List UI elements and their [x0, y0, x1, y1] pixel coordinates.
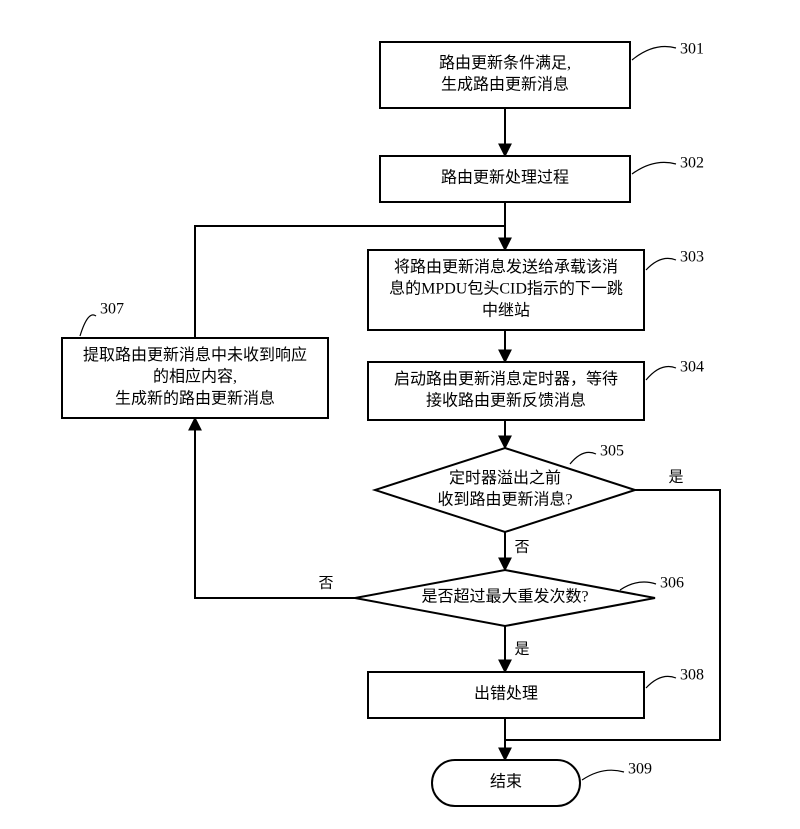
svg-text:提取路由更新消息中未收到响应: 提取路由更新消息中未收到响应 — [83, 345, 307, 364]
flow-decision — [375, 448, 635, 532]
step-number: 308 — [680, 667, 704, 684]
step-number: 307 — [100, 301, 124, 318]
svg-text:路由更新处理过程: 路由更新处理过程 — [441, 169, 569, 187]
svg-text:中继站: 中继站 — [482, 301, 530, 319]
svg-text:结束: 结束 — [490, 773, 522, 791]
svg-text:的相应内容,: 的相应内容, — [153, 367, 237, 386]
svg-text:路由更新条件满足,: 路由更新条件满足, — [439, 54, 571, 72]
svg-text:出错处理: 出错处理 — [474, 685, 538, 703]
svg-text:接收路由更新反馈消息: 接收路由更新反馈消息 — [426, 391, 586, 409]
svg-text:生成新的路由更新消息: 生成新的路由更新消息 — [115, 389, 275, 407]
svg-text:收到路由更新消息?: 收到路由更新消息? — [437, 490, 572, 508]
svg-text:启动路由更新消息定时器，等待: 启动路由更新消息定时器，等待 — [394, 370, 618, 388]
svg-text:生成路由更新消息: 生成路由更新消息 — [441, 75, 569, 93]
svg-text:否: 否 — [318, 575, 333, 591]
step-number: 304 — [680, 359, 704, 376]
step-number: 305 — [600, 443, 624, 460]
step-number: 306 — [660, 575, 684, 592]
flow-box — [380, 42, 630, 108]
svg-text:是: 是 — [514, 641, 529, 657]
step-number: 309 — [628, 761, 652, 778]
step-number: 303 — [680, 249, 704, 266]
step-number: 301 — [680, 41, 704, 58]
svg-text:将路由更新消息发送给承载该消: 将路由更新消息发送给承载该消 — [394, 258, 618, 276]
step-number: 302 — [680, 155, 704, 172]
svg-text:是: 是 — [668, 469, 683, 485]
svg-text:是否超过最大重发次数?: 是否超过最大重发次数? — [421, 588, 588, 606]
svg-text:息的MPDU包头CID指示的下一跳: 息的MPDU包头CID指示的下一跳 — [389, 280, 623, 298]
svg-text:否: 否 — [514, 539, 529, 555]
svg-text:定时器溢出之前: 定时器溢出之前 — [449, 469, 561, 487]
